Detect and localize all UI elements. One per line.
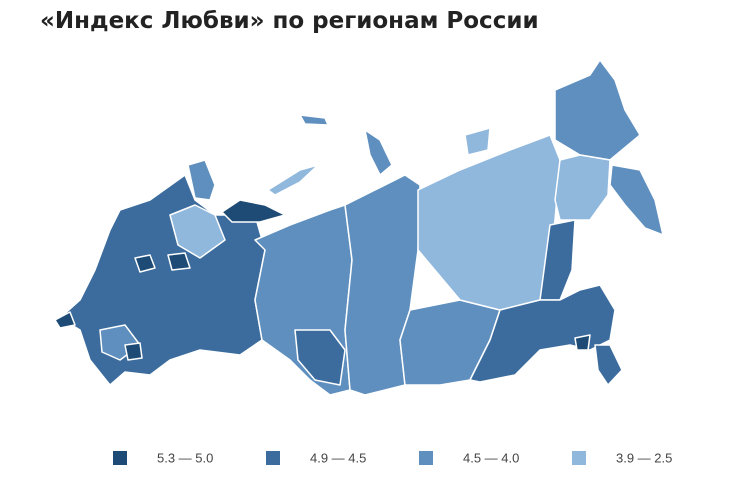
region	[169, 204, 226, 259]
legend-swatch	[266, 451, 280, 465]
region	[54, 311, 76, 329]
region	[464, 127, 491, 156]
legend-label: 4.9 — 4.5	[310, 450, 366, 465]
region	[134, 254, 156, 273]
region	[417, 134, 561, 311]
title: «Индекс Любви» по регионам России	[40, 8, 539, 34]
region	[294, 329, 346, 386]
region	[124, 342, 143, 361]
legend-swatch	[113, 451, 127, 465]
region	[469, 284, 616, 383]
region	[187, 159, 216, 201]
legend: 5.3 — 5.0 4.9 — 4.5 4.5 — 4.0 3.9 — 2.5	[113, 450, 672, 465]
region	[364, 129, 393, 176]
region	[167, 252, 191, 271]
region	[554, 154, 611, 221]
region	[299, 114, 329, 126]
region	[554, 59, 641, 161]
region	[267, 164, 319, 196]
region	[221, 199, 286, 223]
legend-swatch	[572, 451, 586, 465]
region	[609, 164, 664, 236]
legend-label: 3.9 — 2.5	[616, 450, 672, 465]
russia-map	[54, 59, 664, 396]
region	[539, 219, 576, 301]
legend-label: 4.5 — 4.0	[463, 450, 519, 465]
legend-label: 5.3 — 5.0	[157, 450, 213, 465]
region	[574, 334, 591, 351]
legend-swatch	[419, 451, 433, 465]
region	[594, 344, 623, 386]
